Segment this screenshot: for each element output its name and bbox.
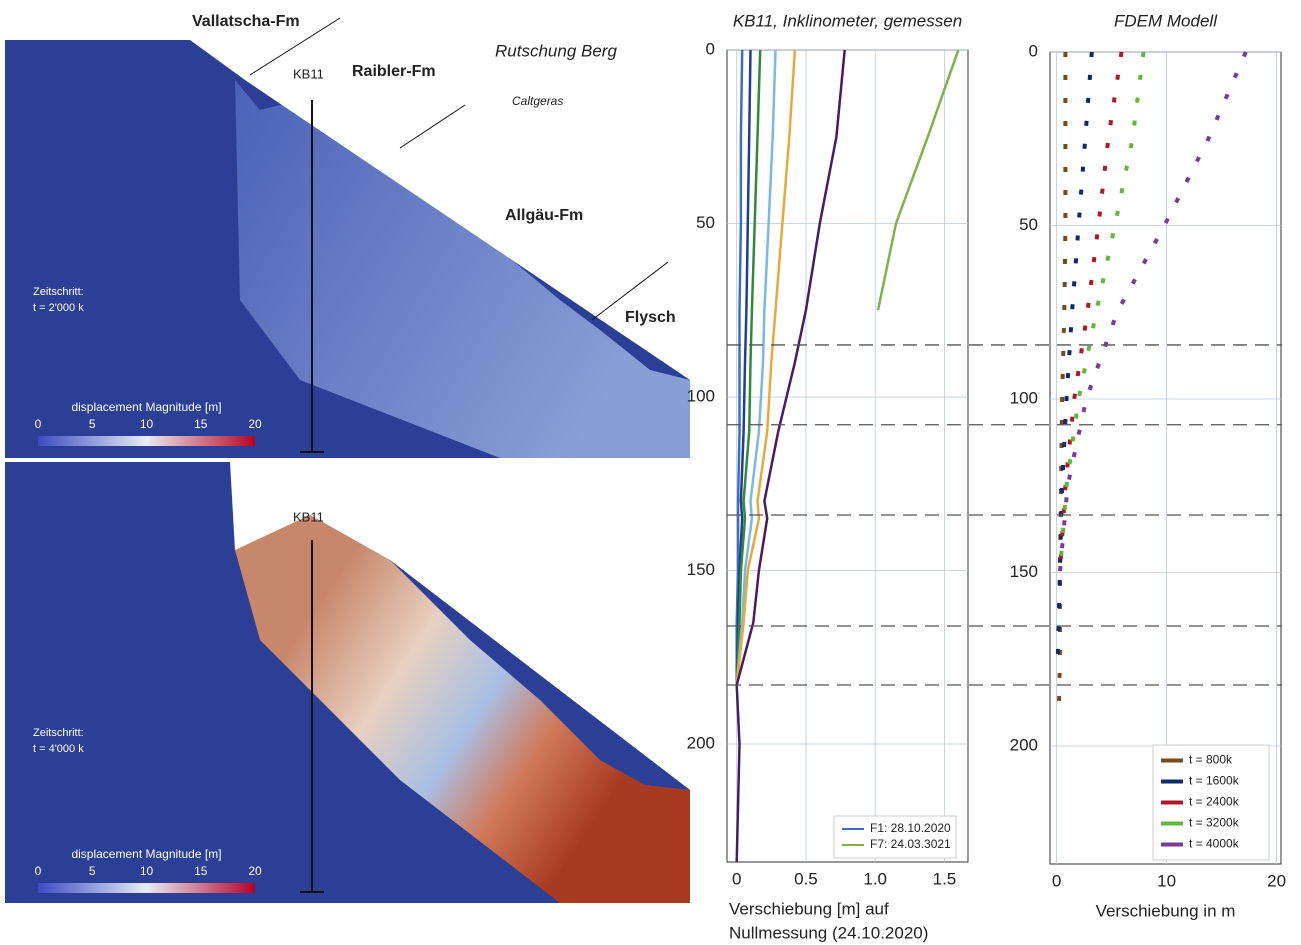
timestep-label: Zeitschritt: [33,286,84,298]
x-axis-label: Verschiebung [m] auf [729,899,889,918]
plot-area [1049,51,1282,865]
legend-label: t = 1600k [1189,774,1240,788]
x-axis-label: Verschiebung in m [1096,901,1236,920]
x-tick-label: 1.0 [863,869,887,888]
formation-label: Allgäu-Fm [505,207,583,224]
formation-label: Flysch [625,309,676,326]
x-tick-label: 0 [732,869,741,888]
colorbar-label: displacement Magnitude [m] [71,400,221,414]
series-line [1057,51,1124,573]
timestep: t = 2'000 k [33,302,84,314]
y-tick-label: 0 [706,39,715,58]
formation-label: Vallatscha-Fm [192,13,300,30]
timestep-label: Zeitschritt: [33,727,84,739]
simulation-panel-top: Vallatscha-Fm Rutschung Berg KB11 Raible… [5,13,690,458]
colorbar-tick-label: 10 [140,417,154,431]
slope-mass [235,80,690,458]
x-tick-label: 0.5 [794,869,818,888]
x-tick-label: 1.5 [933,869,957,888]
borehole-label: KB11 [293,66,324,81]
colorbar-tick-label: 5 [89,864,96,878]
legend [833,815,957,859]
y-tick-label: 100 [1010,388,1038,407]
series-line [735,49,762,686]
colorbar-tick-label: 0 [35,864,42,878]
air [230,462,690,790]
series-line [735,49,797,686]
colorbar-tick-label: 15 [194,864,208,878]
series-line [735,49,744,685]
colorbar [38,883,255,893]
legend-label: t = 800k [1189,753,1233,767]
y-tick-label: 50 [696,213,715,232]
series-line [735,49,777,686]
timestep: t = 4'000 k [33,743,84,755]
colorbar-label: displacement Magnitude [m] [71,847,221,861]
colorbar-tick-label: 15 [194,417,208,431]
series-line [876,49,960,311]
y-tick-label: 200 [687,734,715,753]
colorbar-tick-label: 0 [35,417,42,431]
x-tick-label: 0 [1052,871,1061,890]
formation-label: Raibler-Fm [352,63,436,80]
colorbar-tick-label: 10 [140,864,154,878]
y-tick-label: 100 [687,386,715,405]
series-line [735,49,752,686]
leader [249,17,341,76]
series-line [1057,51,1146,573]
slope-mass [235,515,690,903]
y-tick-label: 150 [1010,562,1038,581]
colorbar-tick-label: 5 [89,417,96,431]
x-tick-label: 10 [1157,871,1176,890]
y-tick-label: 200 [1010,736,1038,755]
simulation-panel-bottom: KB11 Zeitschritt: t = 4'000 k [5,462,690,903]
legend-label: F7: 24.03.3021 [870,837,951,851]
legend-label: t = 3200k [1189,816,1240,830]
chart-title: FDEM Modell [1114,11,1218,30]
series-line [1056,52,1068,712]
series-line [1057,51,1248,573]
x-tick-label: 20 [1267,871,1286,890]
colorbar-tick-label: 20 [248,864,262,878]
leader [399,104,466,149]
colorbar-tick-label: 20 [248,417,262,431]
legend-label: F1: 28.10.2020 [870,821,951,835]
legend-label: t = 2400k [1189,795,1240,809]
y-tick-label: 0 [1029,41,1038,60]
y-tick-label: 50 [1019,215,1038,234]
site-label: Rutschung Berg [495,41,617,60]
air [190,40,690,380]
series-line [735,49,846,863]
chart-title: KB11, Inklinometer, gemessen [733,11,962,30]
formation-label: Caltgeras [512,94,563,108]
legend-label: t = 4000k [1189,837,1240,851]
y-tick-label: 150 [687,560,715,579]
x-axis-label: Nullmessung (24.10.2020) [729,923,928,942]
colorbar [38,436,255,446]
borehole-label: KB11 [293,509,324,524]
leader [591,261,669,321]
